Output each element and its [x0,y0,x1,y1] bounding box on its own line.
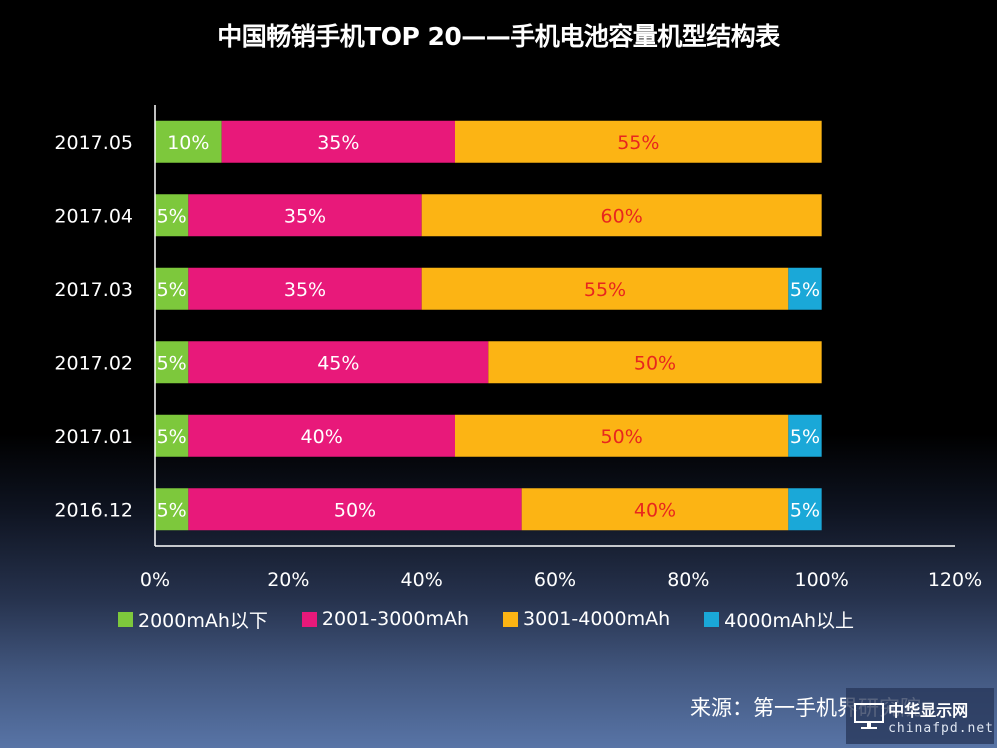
legend-item: 2000mAh以下 [118,606,268,633]
data-label: 50% [601,426,643,448]
bar-segment-2 [188,414,456,457]
monitor-icon [854,703,884,729]
legend-label: 2001-3000mAh [321,608,470,630]
x-tick-label: 80% [667,569,709,591]
bar-segment-2 [188,341,489,384]
bar-segment-2 [188,488,522,531]
bar-segment-3 [455,120,822,163]
category-label: 2017.01 [54,426,133,448]
x-tick-label: 0% [140,569,170,591]
category-label: 2017.04 [54,205,133,227]
bar-segment-1 [155,194,189,237]
category-label: 2017.05 [54,132,133,154]
data-label: 5% [157,279,187,301]
category-label: 2017.03 [54,279,133,301]
bar-segment-3 [421,267,789,310]
x-tick-label: 20% [267,569,309,591]
x-tick-label: 40% [401,569,443,591]
legend-swatch [503,611,519,627]
legend-label: 2000mAh以下 [138,609,268,632]
bar-segment-4 [788,267,822,310]
data-label: 5% [157,205,187,227]
data-label: 5% [790,279,820,301]
data-label: 60% [601,205,643,227]
bar-segment-1 [155,488,189,531]
bar-segment-1 [155,120,222,163]
legend-item: 3001-4000mAh [503,608,670,630]
bar-segment-4 [788,488,822,531]
legend-label: 4000mAh以上 [724,609,855,632]
category-label: 2016.12 [54,499,133,521]
bar-segment-2 [188,267,422,310]
data-label: 50% [334,499,376,521]
data-label: 50% [634,352,676,374]
x-tick-label: 100% [795,569,849,591]
bar-segment-3 [521,488,789,531]
bar-segment-3 [421,194,822,237]
category-label: 2017.02 [54,352,133,374]
watermark-cn: 中华显示网 [888,700,969,720]
data-label: 40% [634,499,676,521]
bar-segment-3 [488,341,822,384]
data-label: 5% [157,426,187,448]
bar-segment-1 [155,341,189,384]
legend-swatch [704,611,720,627]
legend: 2000mAh以下 2001-3000mAh 3001-4000mAh 4000mAh… [118,604,888,634]
bar-segment-2 [221,120,455,163]
data-label: 5% [157,352,187,374]
bar-segment-4 [788,414,822,457]
data-label: 45% [317,352,359,374]
stacked-bar-chart: 2017.05 10% 35% 55% 2017.04 5% 35% 60% 2017.03 5%… [54,120,982,591]
data-label: 40% [301,426,343,448]
bar-segment-2 [188,194,422,237]
data-label: 35% [284,279,326,301]
x-tick-label: 60% [534,569,576,591]
data-label: 55% [584,279,626,301]
data-label: 5% [157,499,187,521]
data-label: 10% [167,132,209,154]
legend-item: 4000mAh以上 [704,606,854,633]
watermark-en: chinafpd.net [888,720,994,736]
bar-segment-1 [155,414,189,457]
chart-title: 中国畅销手机TOP 20——手机电池容量机型结构表 [217,22,780,51]
bar-segment-1 [155,267,189,310]
legend-label: 3001-4000mAh [523,608,671,630]
watermark: 中华显示网 chinafpd.net [846,688,994,744]
data-label: 55% [617,132,659,154]
data-label: 5% [790,426,820,448]
legend-item: 2001-3000mAh [301,608,470,630]
x-tick-label: 120% [928,569,982,591]
data-label: 35% [317,132,359,154]
legend-swatch [118,611,133,627]
bar-segment-3 [455,414,789,457]
data-label: 5% [790,499,820,521]
data-label: 35% [284,205,326,227]
legend-swatch [301,611,317,627]
